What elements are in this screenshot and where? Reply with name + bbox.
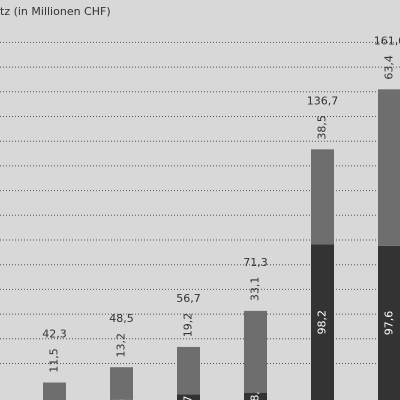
total-label: 161,0 bbox=[374, 34, 400, 47]
bar-segment bbox=[177, 346, 200, 395]
bar-segment bbox=[311, 244, 334, 400]
bar-segment bbox=[177, 394, 200, 400]
segment-label: 19,2 bbox=[182, 313, 195, 338]
bar-segment bbox=[110, 367, 133, 400]
segment-label: 63,4 bbox=[383, 55, 396, 80]
total-label: 48,5 bbox=[109, 312, 134, 325]
segment-label: 11,5 bbox=[48, 348, 61, 373]
segment-label: 97,6 bbox=[383, 311, 396, 336]
bar-segment bbox=[378, 245, 400, 400]
bar-segment bbox=[378, 89, 400, 246]
segment-label: 33,1 bbox=[249, 277, 262, 302]
bar-segment bbox=[244, 392, 267, 400]
segment-label: 13,2 bbox=[115, 333, 128, 358]
bar-segment bbox=[244, 310, 267, 393]
segment-label: 98,2 bbox=[316, 310, 329, 335]
total-label: 71,3 bbox=[243, 256, 268, 269]
bar-segment bbox=[311, 149, 334, 245]
bar-segment bbox=[43, 382, 66, 400]
total-label: 136,7 bbox=[307, 94, 339, 107]
segment-label: 38,5 bbox=[316, 115, 329, 140]
total-label: 42,3 bbox=[42, 328, 67, 341]
total-label: 56,7 bbox=[176, 292, 201, 305]
chart-title: tz (in Millionen CHF) bbox=[0, 5, 111, 18]
